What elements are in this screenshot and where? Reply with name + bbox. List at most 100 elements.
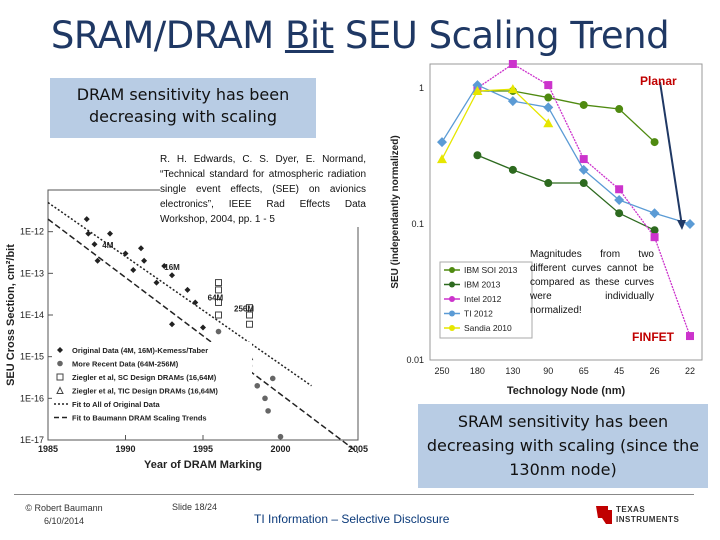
- sram-x-tick-label: 130: [505, 366, 520, 376]
- sram-point: [614, 195, 625, 206]
- title-text: SRAM/DRAM: [50, 14, 285, 57]
- sram-point: [543, 118, 554, 128]
- dram-point: [262, 395, 268, 402]
- sram-legend-box: [439, 261, 533, 339]
- dram-legend-marker: [57, 360, 63, 367]
- sram-point: [649, 208, 660, 219]
- dram-point: [169, 321, 175, 328]
- sram-point: [437, 137, 447, 148]
- sram-x-axis-label: Technology Node (nm): [507, 385, 626, 397]
- dram-callout: DRAM sensitivity has been decreasing wit…: [50, 78, 316, 138]
- dram-x-tick-label: 2005: [348, 444, 368, 454]
- dram-fit-line: [47, 201, 312, 387]
- dram-legend-label: More Recent Data (64M-256M): [72, 360, 179, 369]
- dram-legend-marker: [56, 386, 64, 394]
- dram-point: [277, 433, 284, 440]
- copyright-author: © Robert Baumann: [25, 503, 103, 513]
- sram-legend-label: IBM 2013: [464, 280, 501, 290]
- sram-y-tick-label: 1: [419, 83, 424, 93]
- sram-y-tick-label: 0.01: [406, 355, 424, 365]
- sram-legend-marker: [449, 296, 455, 302]
- dram-y-tick-label: 1E-16: [20, 393, 44, 403]
- ti-logo-text: TEXAS INSTRUMENTS: [616, 505, 679, 525]
- dram-point: [215, 311, 222, 319]
- sram-point: [578, 164, 589, 175]
- dram-x-axis-label: Year of DRAM Marking: [144, 459, 262, 471]
- footer-divider: [14, 494, 694, 495]
- copyright-date: 6/10/2014: [43, 516, 85, 526]
- dram-annotation: 64M: [208, 294, 224, 303]
- slide-title: SRAM/DRAM Bit SEU Scaling Trend: [0, 14, 720, 57]
- sram-series-line: [441, 88, 549, 160]
- planar-label: Planar: [640, 74, 677, 88]
- sram-legend-label: IBM SOI 2013: [464, 265, 518, 275]
- dram-point: [94, 257, 101, 264]
- sram-point: [615, 209, 624, 218]
- sram-point: [543, 102, 554, 113]
- dram-y-tick-label: 1E-17: [20, 435, 44, 445]
- dram-y-tick-label: 1E-14: [20, 310, 44, 320]
- dram-point: [85, 230, 92, 237]
- sram-x-tick-label: 45: [614, 366, 624, 376]
- dram-x-tick-label: 1985: [38, 444, 58, 454]
- dram-point: [215, 328, 222, 335]
- dram-point: [200, 324, 206, 331]
- dram-point: [83, 216, 90, 223]
- sram-legend-label: Intel 2012: [464, 294, 502, 304]
- dram-y-axis-label: SEU Cross Section, cm²/bit: [5, 244, 17, 386]
- dram-legend-label: Ziegler et al, SC Design DRAMs (16,64M): [72, 373, 217, 382]
- sram-point: [579, 155, 588, 164]
- sram-y-tick-label: 0.1: [411, 219, 424, 229]
- dram-chart: 1E-17 1E-16 1E-15 1E-14 1E-13 1E-12 1985 1990 19…: [5, 189, 368, 471]
- dram-x-tick-label: 2000: [270, 444, 290, 454]
- sram-x-tick-label: 180: [470, 366, 485, 376]
- sram-x-tick-label: 90: [543, 366, 553, 376]
- sram-legend-label: TI 2012: [464, 309, 493, 319]
- dram-y-tick-label: 1E-13: [20, 268, 44, 278]
- sram-chart: 0.01 0.1 1 250 180 130 90 65 45 26 22 Technology No…: [390, 60, 703, 397]
- finfet-label: FINFET: [632, 330, 674, 344]
- sram-point: [507, 84, 518, 94]
- sram-point: [544, 179, 553, 188]
- dram-point: [192, 299, 199, 306]
- dram-point: [184, 286, 191, 293]
- footer-disclosure: TI Information – Selective Disclosure: [254, 512, 450, 526]
- dram-legend-label: Fit to All of Original Data: [72, 400, 160, 409]
- sram-point: [579, 179, 588, 188]
- sram-callout: SRAM sensitivity has been decreasing wit…: [418, 404, 708, 488]
- dram-point: [107, 230, 113, 237]
- ti-logo-icon: [596, 506, 612, 524]
- dram-x-tick-label: 1990: [115, 444, 135, 454]
- dram-legend-label: Original Data (4M, 16M)-Kemess/Taber: [72, 346, 208, 355]
- sram-point: [544, 93, 553, 102]
- sram-legend-label: Sandia 2010: [464, 323, 512, 333]
- dram-point: [169, 272, 175, 279]
- sram-x-tick-label: 65: [579, 366, 589, 376]
- sram-point: [508, 165, 517, 174]
- sram-point: [473, 151, 482, 160]
- dram-point: [215, 279, 222, 287]
- footer-slide-number: Slide 18/24: [172, 502, 218, 512]
- sram-legend-marker: [449, 281, 455, 288]
- title-text-end: SEU Scaling Trend: [333, 14, 670, 57]
- sram-legend-marker: [449, 325, 455, 331]
- dram-annotation: 4M: [102, 241, 113, 250]
- dram-point: [138, 245, 144, 252]
- magnitudes-note: Magnitudes from two different curves can…: [530, 249, 654, 316]
- sram-x-tick-label: 250: [434, 366, 449, 376]
- sram-point: [437, 154, 447, 164]
- sram-point: [472, 85, 483, 95]
- dram-point: [215, 298, 222, 306]
- sram-point: [579, 100, 588, 109]
- sram-point: [615, 105, 624, 114]
- sram-point: [650, 226, 659, 235]
- title-underlined: Bit: [284, 14, 334, 57]
- planar-arrow: [659, 81, 683, 227]
- footer-copyright: © Robert Baumann 6/10/2014: [14, 502, 114, 528]
- dram-point: [130, 267, 137, 274]
- sram-point: [650, 138, 659, 147]
- dram-legend-marker: [56, 373, 64, 381]
- logo-line1: TEXAS: [616, 505, 646, 514]
- dram-fit-line: [47, 218, 359, 454]
- dram-y-tick-label: 1E-12: [20, 227, 44, 237]
